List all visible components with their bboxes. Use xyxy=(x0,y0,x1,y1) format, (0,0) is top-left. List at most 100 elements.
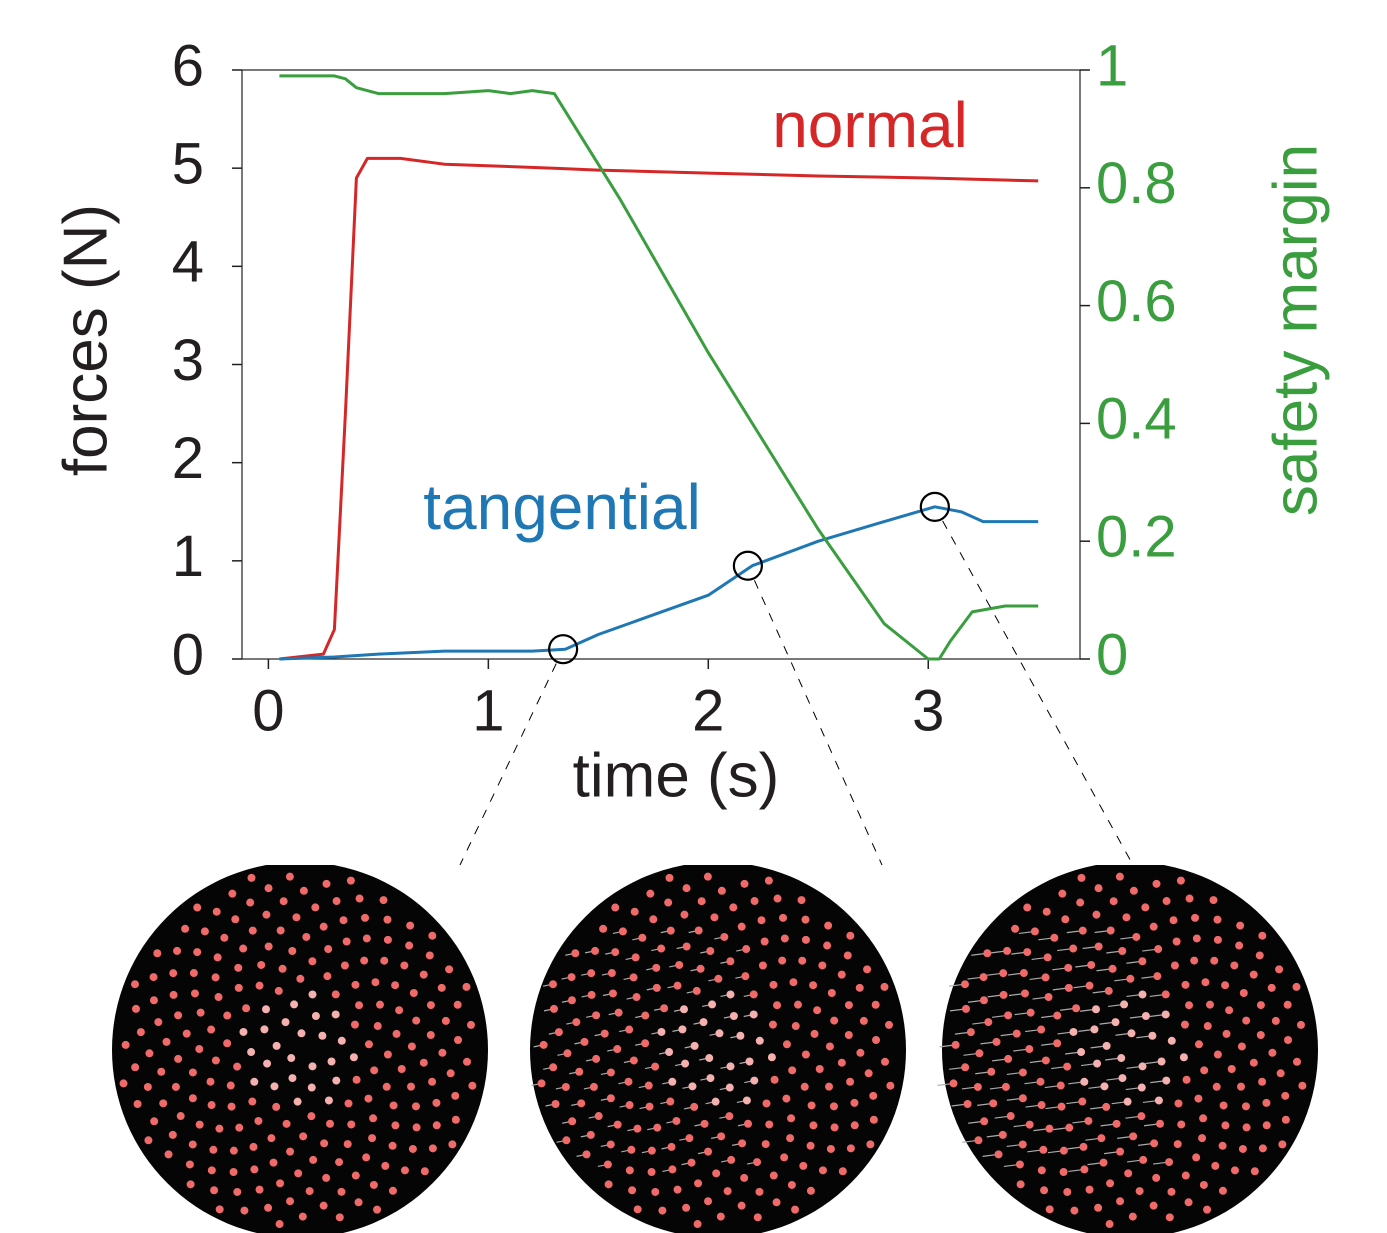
marker-dot xyxy=(881,1058,889,1066)
marker-dot xyxy=(299,1213,307,1221)
marker-dot xyxy=(1162,1010,1170,1018)
marker-dot xyxy=(1194,1095,1202,1103)
marker-dot xyxy=(700,1018,708,1026)
marker-dot xyxy=(292,913,300,921)
marker-dot xyxy=(830,1017,838,1025)
figure: 012345600.20.40.60.810123time (s)forces … xyxy=(0,0,1387,1233)
marker-dot xyxy=(239,945,247,953)
marker-dot xyxy=(1214,1050,1222,1058)
marker-dot xyxy=(1106,1220,1114,1228)
y2-tick-label: 0.6 xyxy=(1096,269,1177,334)
marker-dot xyxy=(755,1188,763,1196)
marker-dot xyxy=(1183,1076,1191,1084)
marker-dot xyxy=(1130,887,1138,895)
marker-dot xyxy=(328,1058,336,1066)
marker-dot xyxy=(309,1156,317,1164)
marker-dot xyxy=(1220,1101,1228,1109)
marker-dot xyxy=(1112,1018,1120,1026)
marker-dot xyxy=(1053,1039,1061,1047)
marker-dot xyxy=(1138,1084,1146,1092)
marker-dot xyxy=(792,1022,800,1030)
marker-dot xyxy=(627,1146,635,1154)
marker-dot xyxy=(801,916,809,924)
marker-dot xyxy=(172,1083,180,1091)
marker-dot xyxy=(181,925,189,933)
marker-dot xyxy=(131,980,139,988)
marker-dot xyxy=(568,1117,576,1125)
marker-dot xyxy=(1240,989,1248,997)
marker-dot xyxy=(595,1112,603,1120)
marker-dot xyxy=(770,1172,778,1180)
marker-dot xyxy=(308,1084,316,1092)
marker-dot xyxy=(1219,1142,1227,1150)
y2-axis-label: safety margin xyxy=(1261,144,1330,516)
marker-dot xyxy=(283,1120,291,1128)
marker-dot xyxy=(1097,1134,1105,1142)
marker-dot xyxy=(344,1140,352,1148)
marker-dot xyxy=(667,1143,675,1151)
series-line xyxy=(279,76,1038,659)
marker-dot xyxy=(207,1026,215,1034)
marker-dot xyxy=(288,947,296,955)
marker-dot xyxy=(412,1102,420,1110)
marker-dot xyxy=(1190,957,1198,965)
marker-dot xyxy=(1198,1134,1206,1142)
marker-dot xyxy=(1213,916,1221,924)
marker-dot xyxy=(1277,1069,1285,1077)
marker-dot xyxy=(1275,965,1283,973)
marker-dot xyxy=(1080,1165,1088,1173)
marker-dot xyxy=(235,984,243,992)
marker-dot xyxy=(356,895,364,903)
marker-dot xyxy=(1092,911,1100,919)
marker-dot xyxy=(1040,1186,1048,1194)
marker-dot xyxy=(391,1121,399,1129)
marker-dot xyxy=(967,1028,975,1036)
marker-dot xyxy=(302,933,310,941)
marker-dot xyxy=(886,1082,894,1090)
marker-dot xyxy=(725,1112,733,1120)
y-axis-label: forces (N) xyxy=(51,204,120,476)
marker-dot xyxy=(830,1102,838,1110)
marker-dot xyxy=(1263,1121,1271,1129)
marker-dot xyxy=(1064,964,1072,972)
marker-dot xyxy=(828,989,836,997)
x-tick-label: 2 xyxy=(692,678,724,743)
marker-dot xyxy=(630,973,638,981)
marker-dot xyxy=(223,1039,231,1047)
marker-dot xyxy=(950,1079,958,1087)
marker-dot xyxy=(1023,948,1031,956)
marker-dot xyxy=(809,981,817,989)
marker-dot xyxy=(750,1077,758,1085)
marker-dot xyxy=(614,1121,622,1129)
marker-dot xyxy=(299,1132,307,1140)
marker-dot xyxy=(788,1066,796,1074)
marker-dot xyxy=(1063,1188,1071,1196)
marker-dot xyxy=(395,1006,403,1014)
marker-dot xyxy=(273,1042,281,1050)
y-tick-label: 4 xyxy=(172,230,204,295)
marker-dot xyxy=(773,1198,781,1206)
marker-dot xyxy=(1297,1021,1305,1029)
marker-dot xyxy=(1113,1120,1121,1128)
marker-dot xyxy=(1213,1083,1221,1091)
marker-dot xyxy=(601,1030,609,1038)
marker-dot xyxy=(768,1053,776,1061)
marker-dot xyxy=(1090,1025,1098,1033)
marker-dot xyxy=(1158,1058,1166,1066)
marker-dot xyxy=(324,945,332,953)
marker-dot xyxy=(562,1136,570,1144)
connector xyxy=(754,580,882,865)
marker-dot xyxy=(952,1041,960,1049)
marker-dot xyxy=(380,957,388,965)
marker-dot xyxy=(1223,1030,1231,1038)
marker-dot xyxy=(1257,1001,1265,1009)
marker-dot xyxy=(1102,1103,1110,1111)
marker-dot xyxy=(150,996,158,1004)
y-tick-label: 6 xyxy=(172,33,204,98)
marker-dot xyxy=(276,1220,284,1228)
marker-dot xyxy=(1105,987,1113,995)
marker-dot xyxy=(240,1207,248,1215)
marker-dot xyxy=(216,1205,224,1213)
marker-dot xyxy=(974,1083,982,1091)
marker-dot xyxy=(962,1005,970,1013)
